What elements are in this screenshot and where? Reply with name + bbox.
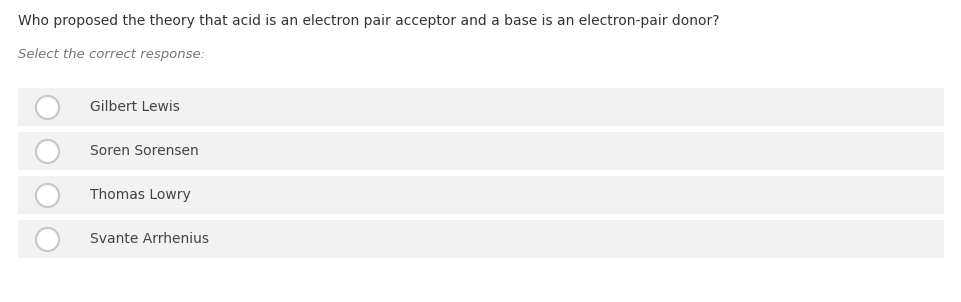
Text: Soren Sorensen: Soren Sorensen (90, 144, 199, 158)
Text: Who proposed the theory that acid is an electron pair acceptor and a base is an : Who proposed the theory that acid is an … (18, 14, 719, 28)
Bar (18, 132, 943, 170)
Text: Svante Arrhenius: Svante Arrhenius (90, 232, 209, 246)
Text: Gilbert Lewis: Gilbert Lewis (90, 100, 180, 114)
Bar (18, 88, 943, 126)
Bar (18, 176, 943, 214)
Text: Thomas Lowry: Thomas Lowry (90, 188, 190, 202)
Bar (18, 220, 943, 258)
Text: Select the correct response:: Select the correct response: (18, 48, 205, 61)
